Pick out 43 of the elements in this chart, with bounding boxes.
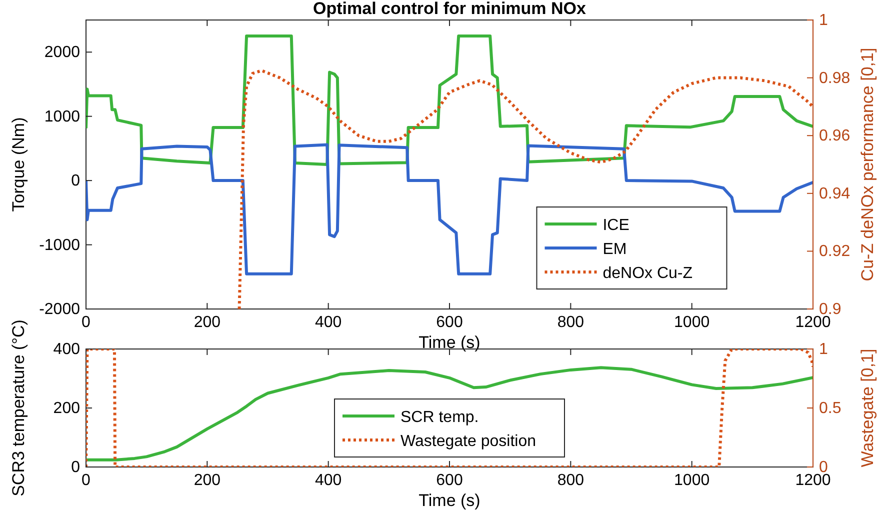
- y2-tick-label: 0.92: [819, 243, 850, 260]
- legend-label: EM: [602, 241, 627, 258]
- y-tick-label: -1000: [39, 236, 80, 254]
- y2-tick-label: 0.5: [819, 400, 842, 417]
- x-tick-label: 400: [314, 314, 342, 331]
- y-tick-label: 0: [71, 459, 80, 476]
- x-tick-label: 400: [314, 472, 342, 489]
- y2-axis-title: Cu-Z deNOx performance [0,1]: [858, 48, 877, 282]
- legend-label: deNOx Cu-Z: [602, 265, 693, 282]
- x-tick-label: 1200: [795, 314, 831, 331]
- x-tick-label: 600: [436, 472, 463, 489]
- legend-label: Wastegate position: [400, 433, 536, 450]
- x-tick-label: 200: [194, 314, 221, 331]
- x-tick-label: 800: [557, 472, 584, 489]
- y-tick-label: 2000: [44, 44, 80, 62]
- y2-tick-label: 0.98: [819, 70, 850, 87]
- x-tick-label: 0: [82, 314, 91, 331]
- x-tick-label: 1200: [795, 472, 831, 489]
- y-tick-label: 400: [53, 341, 80, 358]
- y2-tick-label: 0.94: [819, 185, 850, 202]
- x-tick-label: 200: [194, 472, 221, 489]
- y2-tick-label: 1: [819, 341, 828, 358]
- legend-label: SCR temp.: [400, 409, 479, 426]
- y-tick-label: -2000: [39, 301, 80, 318]
- line-series: [238, 69, 813, 309]
- line-series: [86, 366, 813, 462]
- x-tick-label: 1000: [674, 472, 710, 489]
- y-axis-title: SCR3 temperature (°C): [9, 320, 28, 496]
- y-tick-label: 0: [71, 172, 80, 190]
- x-tick-label: 800: [557, 314, 584, 331]
- legend-label: ICE: [602, 217, 630, 234]
- x-tick-label: 1000: [674, 314, 710, 331]
- y-tick-label: 1000: [44, 108, 80, 126]
- x-tick-label: 600: [436, 314, 463, 331]
- y2-tick-label: 1: [819, 12, 828, 29]
- y2-axis-title: Wastegate [0,1]: [858, 348, 877, 468]
- y2-tick-label: 0.96: [819, 128, 850, 145]
- x-axis-title: Time (s): [418, 333, 480, 352]
- x-axis-title: Time (s): [418, 491, 480, 510]
- y-axis-title: Torque (Nm): [9, 117, 28, 212]
- x-tick-label: 0: [82, 472, 91, 489]
- y-tick-label: 200: [53, 400, 80, 417]
- chart-title: Optimal control for minimum NOx: [313, 0, 587, 18]
